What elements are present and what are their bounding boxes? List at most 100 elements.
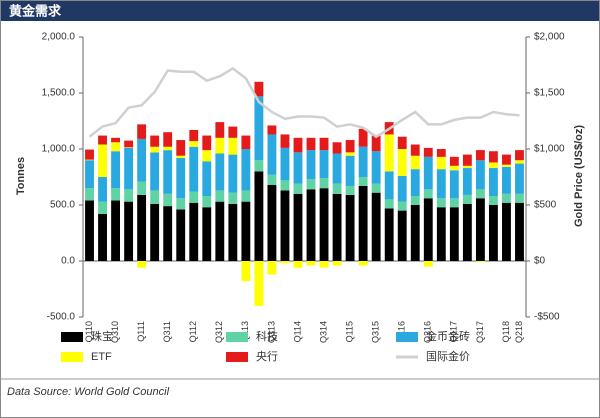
bar-segment <box>254 81 264 97</box>
legend-label: 金币金砖 <box>426 329 470 343</box>
bar-segment <box>202 150 212 162</box>
y-tick-label: 1,000.0 <box>42 144 76 155</box>
bar-segment <box>475 189 485 199</box>
bar-segment <box>267 261 277 275</box>
bar-segment <box>85 149 94 160</box>
bar-segment <box>449 165 459 171</box>
bar-segment <box>515 160 524 164</box>
header-bar <box>1 1 599 21</box>
bar-segment <box>462 154 472 166</box>
bar-segment <box>215 137 225 154</box>
bar-segment <box>436 207 446 261</box>
bar-segment <box>449 207 459 261</box>
x-tick-label: Q317 <box>475 321 485 343</box>
bar-segment <box>462 165 472 169</box>
bar-segment <box>488 196 498 205</box>
bar-segment <box>332 183 342 194</box>
bar-segment <box>111 137 121 143</box>
bar-segment <box>319 188 329 261</box>
bar-segment <box>189 141 199 147</box>
bar-segment <box>137 124 147 139</box>
bar-segment <box>462 168 472 195</box>
bar-segment <box>137 194 147 261</box>
x-tick-label: Q114 <box>292 321 302 342</box>
bar-segment <box>306 189 316 261</box>
y2-tick-label: $1,500 <box>534 88 565 99</box>
legend-label: ETF <box>91 351 112 363</box>
y-tick-label: 1,500.0 <box>42 88 76 99</box>
bar-segment <box>449 170 459 199</box>
bar-segment <box>150 152 160 191</box>
bar-segment <box>306 179 316 190</box>
bar-segment <box>397 210 407 261</box>
bar-segment <box>436 198 446 208</box>
bar-segment <box>254 171 264 261</box>
bar-segment <box>228 203 238 261</box>
bar-segment <box>515 163 524 194</box>
bar-segment <box>384 134 394 172</box>
bar-segment <box>293 137 303 153</box>
x-tick-label: Q313 <box>266 321 276 343</box>
bar-segment <box>384 208 394 261</box>
bar-segment <box>475 150 485 161</box>
bar-segment <box>280 147 290 181</box>
bar-segment <box>176 157 186 199</box>
bar-segment <box>280 190 290 261</box>
bar-segment <box>475 261 485 263</box>
bar-segment <box>163 150 173 194</box>
bar-segment <box>241 190 251 202</box>
bar-segment <box>515 202 524 261</box>
bar-segment <box>241 135 251 149</box>
bar-segment <box>150 135 160 147</box>
bar-segment <box>371 135 381 152</box>
bar-segment <box>436 169 446 199</box>
legend-swatch <box>396 332 418 342</box>
bar-segment <box>410 205 420 261</box>
x-tick-label: Q111 <box>136 321 146 342</box>
bar-segment <box>124 189 134 202</box>
bar-segment <box>111 142 121 152</box>
x-tick-label: Q316 <box>423 321 433 343</box>
bar-segment <box>163 193 173 207</box>
bar-segment <box>475 198 485 261</box>
bar-segment <box>280 134 290 148</box>
bar-segment <box>124 140 134 148</box>
bar-segment <box>293 261 303 268</box>
bar-segment <box>176 155 186 158</box>
bar-segment <box>423 198 433 261</box>
bar-segment <box>436 149 446 157</box>
bar-segment <box>410 196 420 205</box>
bar-segment <box>345 152 355 156</box>
bar-segment <box>502 164 511 167</box>
bar-segment <box>176 198 186 210</box>
bar-segment <box>241 201 251 261</box>
bar-segment <box>488 162 498 169</box>
bar-segment <box>410 169 420 197</box>
bar-segment <box>384 199 394 209</box>
bar-segment <box>332 153 342 184</box>
x-tick-label: Q310 <box>110 321 120 343</box>
bar-segment <box>228 126 238 138</box>
bar-segment <box>358 128 368 147</box>
bar-segment <box>85 159 94 161</box>
bar-segment <box>111 188 121 201</box>
bar-segment <box>215 153 225 191</box>
bar-segment <box>111 151 121 189</box>
bar-segment <box>202 207 212 261</box>
bar-segment <box>449 198 459 208</box>
bar-segment <box>280 180 290 191</box>
legend-label: 珠宝 <box>91 329 113 343</box>
bar-segment <box>332 193 342 261</box>
bar-segment <box>254 261 264 306</box>
y-tick-label: 0.0 <box>61 256 75 267</box>
x-tick-label: Q113 <box>240 321 250 342</box>
bar-segment <box>267 125 277 135</box>
bar-segment <box>267 134 277 175</box>
y2-tick-label: $0 <box>534 256 546 267</box>
bar-segment <box>98 213 107 261</box>
y2-axis-label: Gold Price (US$/oz) <box>573 125 585 227</box>
bar-segment <box>475 160 485 190</box>
bar-segment <box>423 189 433 199</box>
bar-segment <box>150 190 160 204</box>
